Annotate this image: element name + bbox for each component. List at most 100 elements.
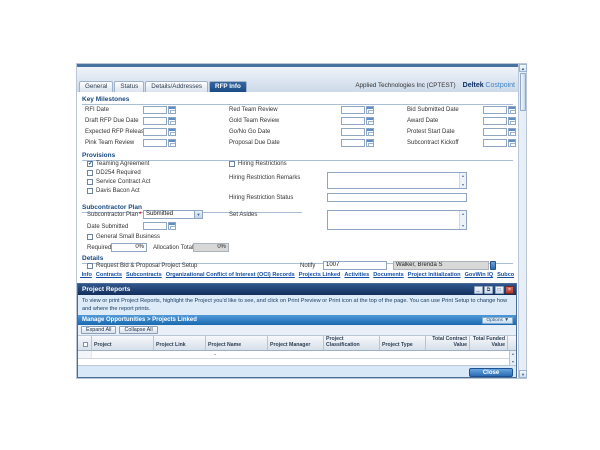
column-header-project-type[interactable]: Project Type <box>380 336 426 350</box>
tab-details-addresses[interactable]: Details/Addresses <box>145 81 209 92</box>
calendar-icon[interactable] <box>508 128 516 136</box>
expand-all-button[interactable]: Expand All <box>81 326 117 335</box>
notify-input[interactable]: 1007 <box>323 261 387 270</box>
calendar-icon[interactable] <box>168 139 176 147</box>
link-projects-linked[interactable]: Projects Linked <box>298 272 341 278</box>
textarea-scrollbar[interactable]: ▲ ▼ <box>459 173 466 188</box>
link-subcontracts[interactable]: Subcontracts <box>126 272 162 278</box>
link-subcontractor-plan[interactable]: Subcontractor Plan <box>497 272 514 278</box>
window-restore-icon[interactable]: ⧉ <box>484 285 493 294</box>
red-team-review-input[interactable] <box>341 106 365 114</box>
scroll-down-icon[interactable]: ▼ <box>461 183 465 187</box>
service-contract-act-checkbox[interactable] <box>87 179 93 185</box>
link-activities[interactable]: Activities <box>344 272 370 278</box>
grid-scrollbar[interactable]: ▲ ▼ <box>509 350 516 365</box>
tab-bar: General Status Details/Addresses RFP Inf… <box>79 81 247 92</box>
calendar-icon[interactable] <box>508 117 516 125</box>
window-maximize-icon[interactable]: □ <box>494 285 504 294</box>
calendar-icon[interactable] <box>366 106 374 114</box>
app-logo: Deltek Costpoint <box>463 82 515 89</box>
window-close-icon[interactable]: × <box>505 285 514 294</box>
subcontract-kickoff-input[interactable] <box>483 139 507 147</box>
window-minimize-icon[interactable]: _ <box>473 285 483 294</box>
award-date-input[interactable] <box>483 117 507 125</box>
notify-lookup-button[interactable] <box>490 261 496 270</box>
column-header-project-name[interactable]: Project Name <box>206 336 268 350</box>
link-documents[interactable]: Documents <box>373 272 404 278</box>
scroll-up-icon[interactable]: ▲ <box>461 174 465 178</box>
panel-title-bar[interactable]: Project Reports _ ⧉ □ × <box>78 284 516 295</box>
dropdown-arrow-icon[interactable]: ▼ <box>194 210 203 219</box>
davis-bacon-act-checkbox[interactable] <box>87 188 93 194</box>
request-bid-proposal-setup-checkbox[interactable] <box>87 263 93 269</box>
tab-status[interactable]: Status <box>114 81 145 92</box>
link-project-initialization[interactable]: Project Initialization <box>407 272 461 278</box>
column-header-project-manager[interactable]: Project Manager <box>268 336 324 350</box>
bid-submitted-date-input[interactable] <box>483 106 507 114</box>
pink-team-review-input[interactable] <box>143 139 167 147</box>
allocation-total-value: 0% <box>193 243 229 252</box>
link-oci-records[interactable]: Organizational Conflict of Interest (OCI… <box>165 272 295 278</box>
costpoint-window: General Status Details/Addresses RFP Inf… <box>77 64 527 378</box>
grid-select-all-cell[interactable] <box>78 336 92 350</box>
expected-rfp-release-input[interactable] <box>143 128 167 136</box>
close-button[interactable]: Close <box>469 367 513 377</box>
column-header-total-funded-value[interactable]: Total Funded Value <box>470 336 508 350</box>
grid-select-all-icon[interactable] <box>83 341 88 347</box>
dd254-required-checkbox[interactable] <box>87 170 93 176</box>
calendar-icon[interactable] <box>168 117 176 125</box>
required-percent-input[interactable]: 0% <box>111 243 147 252</box>
scroll-down-icon[interactable]: ▼ <box>461 224 465 228</box>
row-selector-cell[interactable] <box>78 350 92 358</box>
column-header-project[interactable]: Project <box>92 336 154 350</box>
date-submitted-input[interactable] <box>143 222 167 230</box>
calendar-icon[interactable] <box>366 128 374 136</box>
grid-rows-area: - <box>78 350 509 365</box>
hiring-restriction-status-input[interactable] <box>327 193 467 202</box>
column-header-project-classification[interactable]: Project Classification <box>324 336 380 350</box>
tab-general[interactable]: General <box>79 81 114 92</box>
calendar-icon[interactable] <box>168 106 176 114</box>
scroll-down-icon[interactable]: ▼ <box>519 370 527 378</box>
required-label-text: Required <box>87 245 112 251</box>
hiring-restrictions-checkbox[interactable] <box>229 161 235 167</box>
main-vertical-scrollbar[interactable]: ▲ ▼ <box>518 64 527 378</box>
calendar-icon[interactable] <box>168 222 176 230</box>
calendar-icon[interactable] <box>168 128 176 136</box>
proposal-due-date-input[interactable] <box>341 139 365 147</box>
teaming-agreement-checkbox[interactable]: ✓ <box>87 161 94 167</box>
link-govwin-iq[interactable]: GovWin IQ <box>464 272 494 278</box>
calendar-icon[interactable] <box>508 139 516 147</box>
options-dropdown[interactable]: Options ▼ <box>482 316 513 324</box>
scroll-up-icon[interactable]: ▲ <box>519 64 527 72</box>
scroll-up-icon[interactable]: ▲ <box>461 212 465 216</box>
calendar-icon[interactable] <box>366 117 374 125</box>
textarea-scrollbar[interactable]: ▲ ▼ <box>459 211 466 229</box>
protest-start-date-input[interactable] <box>483 128 507 136</box>
column-header-total-contract-value[interactable]: Total Contract Value <box>426 336 470 350</box>
link-user-defined-info[interactable]: User-Defined Info <box>80 272 92 278</box>
go-no-go-date-input[interactable] <box>341 128 365 136</box>
company-name: Applied Technologies Inc (CPTEST) <box>355 82 456 89</box>
calendar-icon[interactable] <box>508 106 516 114</box>
label-date-submitted: Date Submitted <box>87 224 129 230</box>
tab-rfp-info[interactable]: RFP Info <box>209 81 247 92</box>
table-row[interactable]: - <box>78 350 509 359</box>
subcontractor-plan-select[interactable]: Submitted ▼ <box>143 210 203 219</box>
general-small-business-checkbox[interactable] <box>87 234 93 240</box>
collapse-all-button[interactable]: Collapse All <box>119 326 158 335</box>
panel-toolbar: Expand All Collapse All <box>78 325 516 337</box>
label-protest-start-date: Protest Start Date <box>407 129 455 135</box>
calendar-icon[interactable] <box>366 139 374 147</box>
empty-cell-marker: - <box>214 351 216 358</box>
set-asides-textarea[interactable]: ▲ ▼ <box>327 210 467 230</box>
column-header-project-link[interactable]: Project Link <box>154 336 206 350</box>
scrollbar-thumb[interactable] <box>520 73 526 111</box>
rfi-date-input[interactable] <box>143 106 167 114</box>
hiring-restriction-remarks-textarea[interactable]: ▲ ▼ <box>327 172 467 189</box>
scroll-up-icon[interactable]: ▲ <box>511 351 515 356</box>
draft-rfp-due-date-input[interactable] <box>143 117 167 125</box>
scroll-down-icon[interactable]: ▼ <box>511 360 515 364</box>
gold-team-review-input[interactable] <box>341 117 365 125</box>
link-contracts[interactable]: Contracts <box>95 272 122 278</box>
